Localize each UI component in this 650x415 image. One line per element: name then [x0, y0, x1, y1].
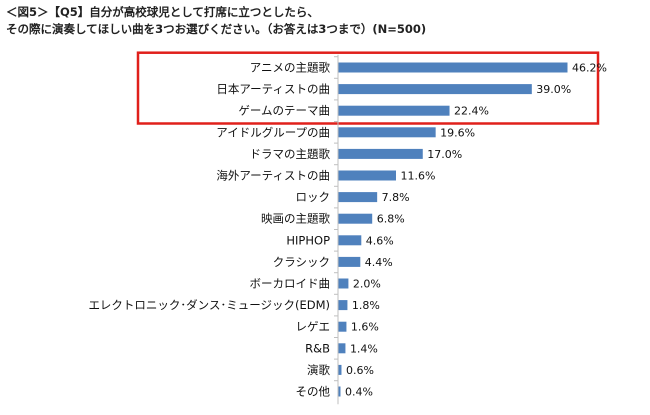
value-label: 1.4%	[350, 342, 378, 355]
value-label: 0.6%	[346, 364, 374, 377]
value-label: 19.6%	[440, 126, 475, 139]
bar	[338, 321, 347, 332]
bar	[338, 192, 378, 203]
category-label: クラシック	[273, 255, 330, 269]
value-label: 22.4%	[454, 105, 489, 118]
bar	[338, 84, 532, 95]
bar	[338, 256, 361, 267]
value-label: 4.4%	[365, 256, 393, 269]
bar	[338, 343, 346, 354]
bar	[338, 278, 349, 289]
bar	[338, 364, 342, 375]
value-label: 7.8%	[382, 191, 410, 204]
category-label: アニメの主題歌	[250, 61, 331, 75]
chart-title-line-1: ＜図5＞【Q5】自分が高校球児として打席に立つとしたら、	[6, 5, 319, 19]
bar	[338, 62, 568, 73]
bar	[338, 127, 436, 138]
category-label: その他	[296, 385, 331, 399]
category-label: エレクトロニック･ダンス･ミュージック(EDM)	[88, 298, 330, 312]
category-label: HIPHOP	[286, 233, 330, 247]
chart-title-line-2: その際に演奏してほしい曲を3つお選びください。（お答えは3つまで）(N=500)	[6, 22, 427, 36]
value-label: 46.2%	[572, 62, 607, 75]
bar	[338, 235, 362, 246]
category-label: ロック	[296, 190, 331, 204]
value-label: 39.0%	[536, 83, 571, 96]
value-label: 6.8%	[377, 213, 405, 226]
category-label: ボーカロイド曲	[250, 277, 331, 291]
category-label: アイドルグループの曲	[216, 125, 330, 139]
value-label: 17.0%	[427, 148, 462, 161]
category-label: R&B	[305, 341, 330, 355]
category-label: ドラマの主題歌	[250, 147, 331, 161]
category-label: 映画の主題歌	[261, 212, 330, 226]
value-label: 0.4%	[345, 386, 373, 399]
bar	[338, 105, 450, 116]
value-label: 1.8%	[352, 299, 380, 312]
category-label: 日本アーティストの曲	[216, 82, 330, 96]
bar	[338, 386, 341, 397]
bar	[338, 148, 423, 159]
bar	[338, 300, 348, 311]
bar	[338, 213, 373, 224]
value-label: 11.6%	[400, 170, 435, 183]
value-label: 2.0%	[353, 278, 381, 291]
highlight-box	[136, 51, 600, 125]
category-label: レゲエ	[296, 320, 331, 334]
value-label: 4.6%	[366, 234, 394, 247]
value-label: 1.6%	[351, 321, 379, 334]
category-label: ゲームのテーマ曲	[238, 104, 330, 118]
category-label: 演歌	[307, 363, 330, 377]
bar	[338, 170, 396, 181]
category-label: 海外アーティストの曲	[216, 169, 330, 183]
